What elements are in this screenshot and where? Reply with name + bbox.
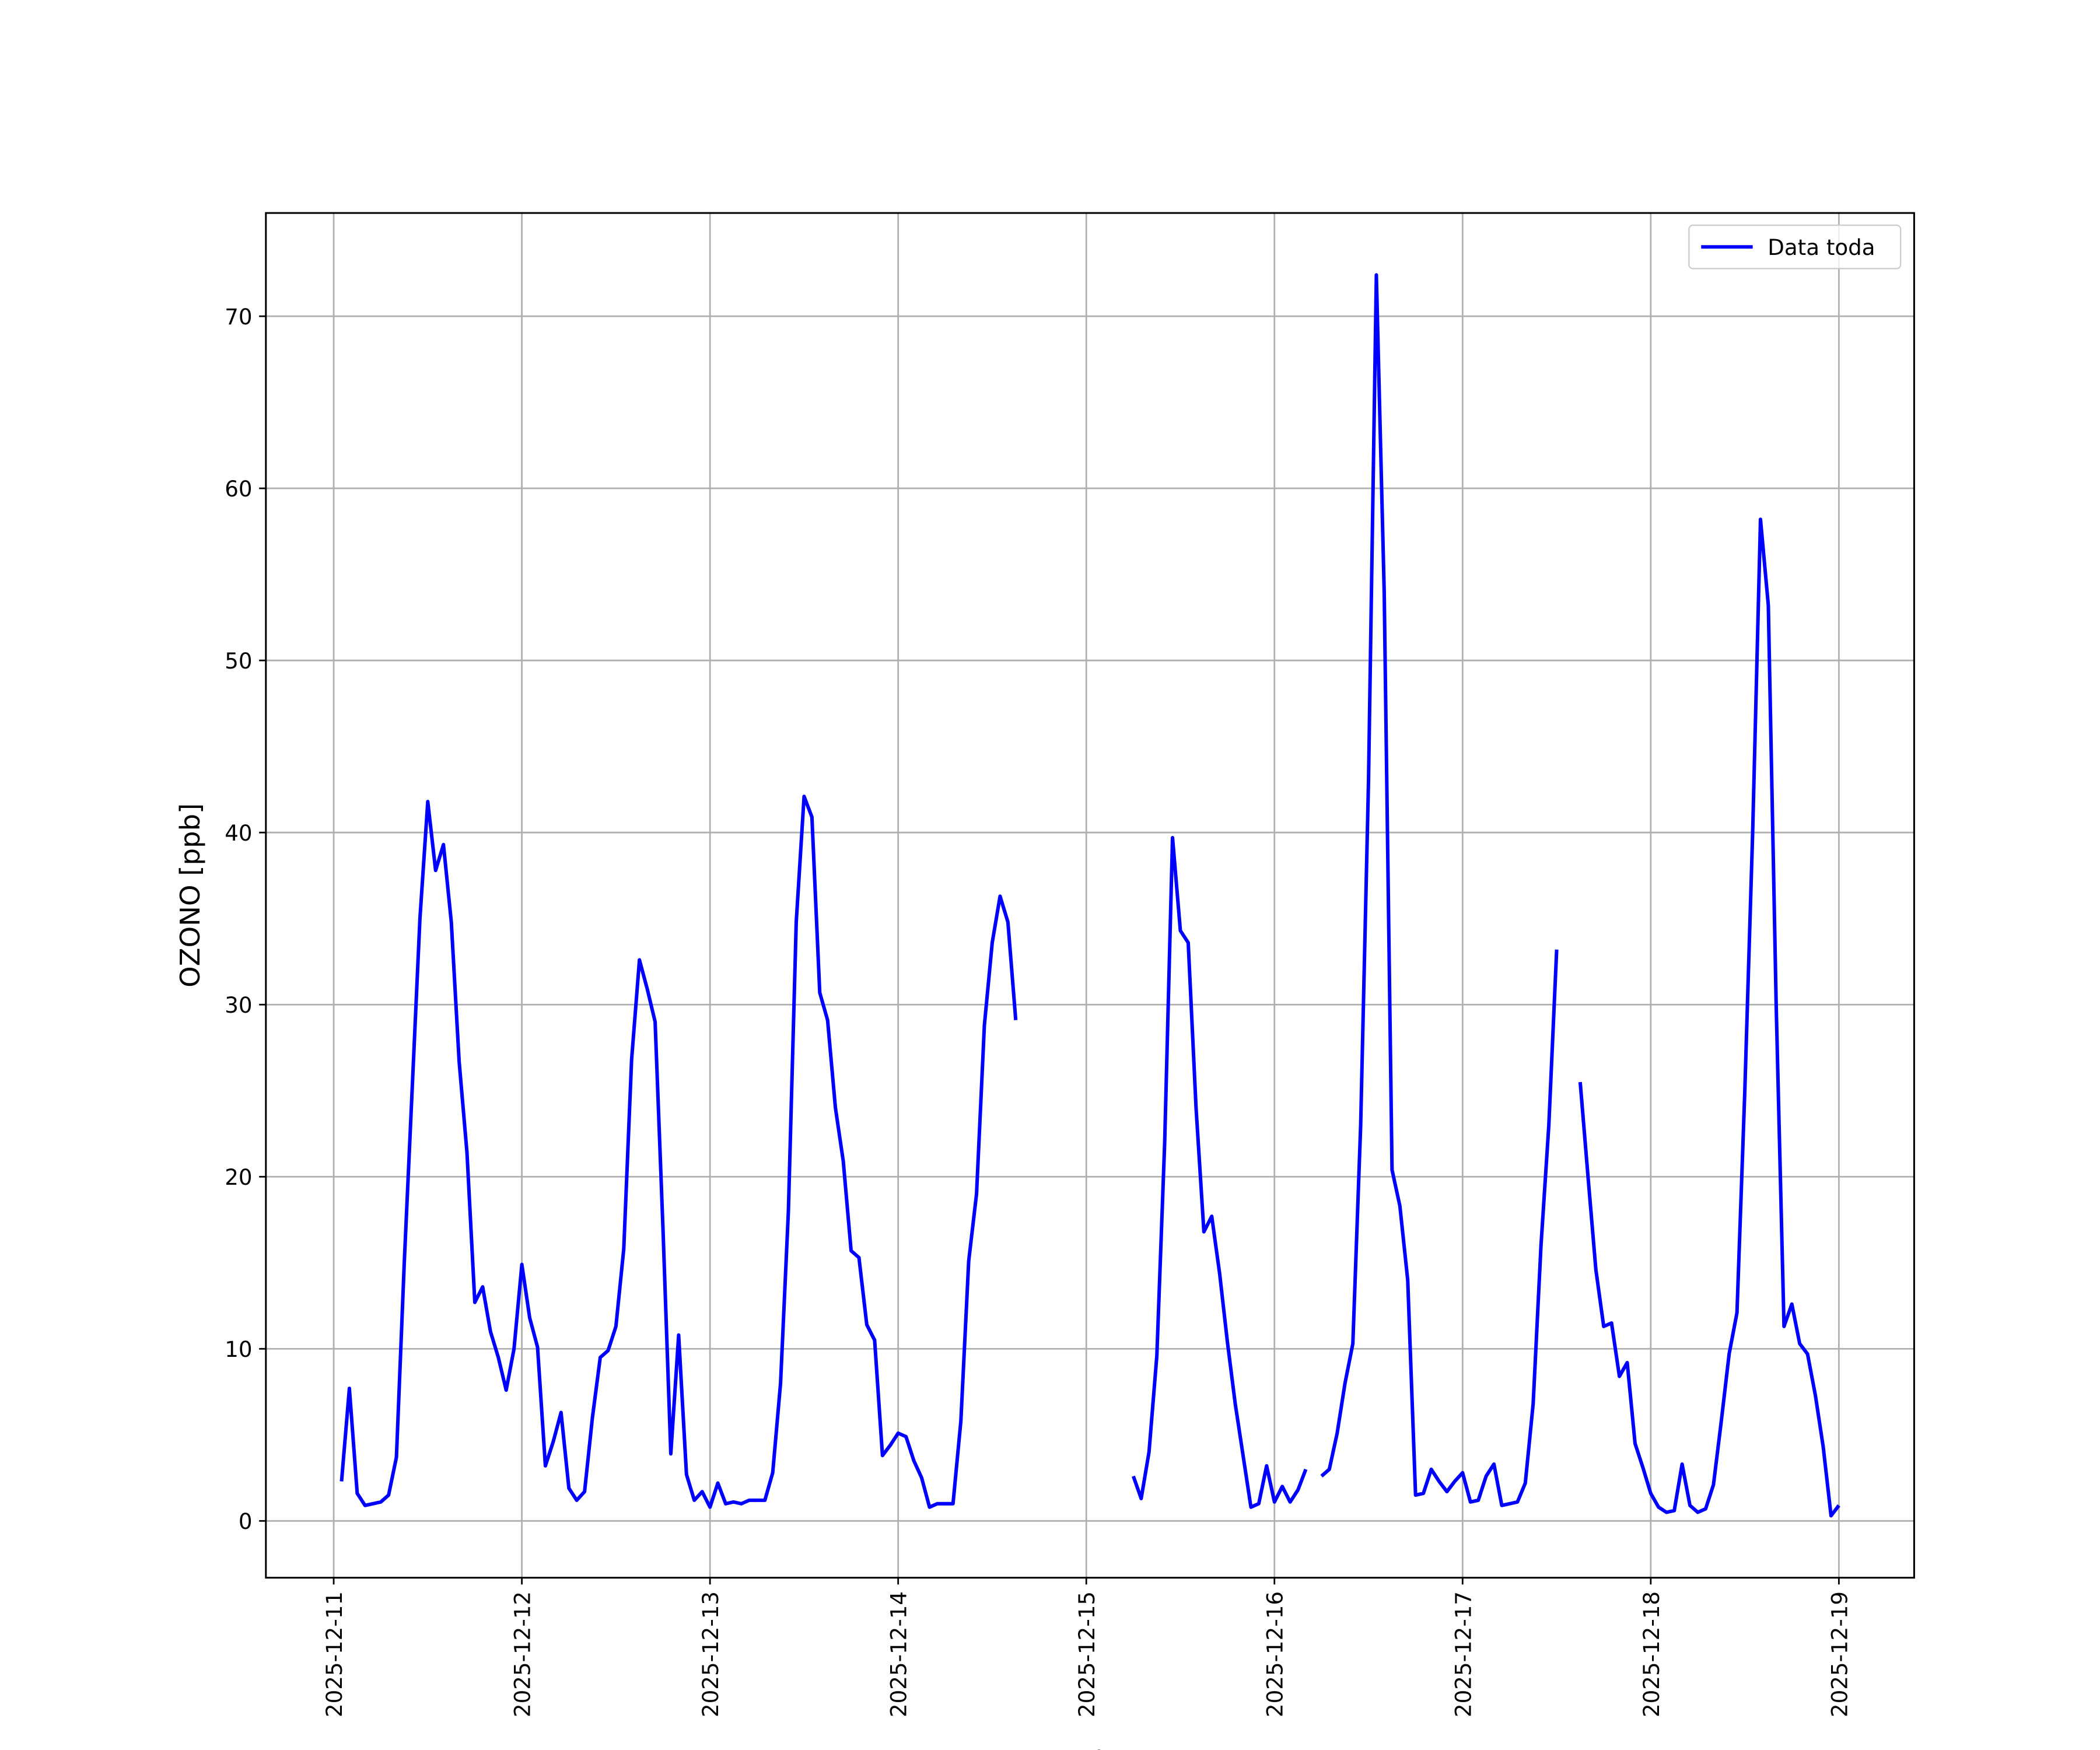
y-tick-label: 0: [239, 1508, 253, 1534]
x-tick-label: 2025-12-17: [1450, 1591, 1476, 1717]
x-tick-label: 2025-12-19: [1826, 1591, 1852, 1717]
y-axis-label: OZONO [ppb]: [174, 803, 206, 988]
x-tick-label: 2025-12-12: [510, 1591, 536, 1717]
x-tick-label: 2025-12-15: [1074, 1591, 1100, 1717]
x-tick-label: 2025-12-11: [321, 1591, 347, 1717]
y-tick-label: 50: [225, 648, 252, 674]
x-tick-label: 2025-12-16: [1262, 1591, 1288, 1717]
legend-label: Data toda: [1768, 235, 1875, 260]
x-tick-label: 2025-12-14: [886, 1591, 912, 1717]
y-tick-label: 30: [225, 992, 252, 1018]
legend-box: [1688, 224, 1902, 270]
data-line: [340, 273, 1840, 1518]
plot-frame: [265, 212, 1915, 1579]
y-tick-label: 10: [225, 1336, 252, 1362]
y-tick-label: 70: [225, 304, 252, 330]
x-tick-label: 2025-12-18: [1639, 1591, 1664, 1717]
y-tick-label: 20: [225, 1164, 252, 1190]
y-tick-label: 60: [225, 476, 252, 502]
x-axis-label: Fecha: [1049, 1745, 1129, 1750]
x-tick-label: 2025-12-13: [698, 1591, 723, 1717]
y-tick-label: 40: [225, 820, 252, 846]
